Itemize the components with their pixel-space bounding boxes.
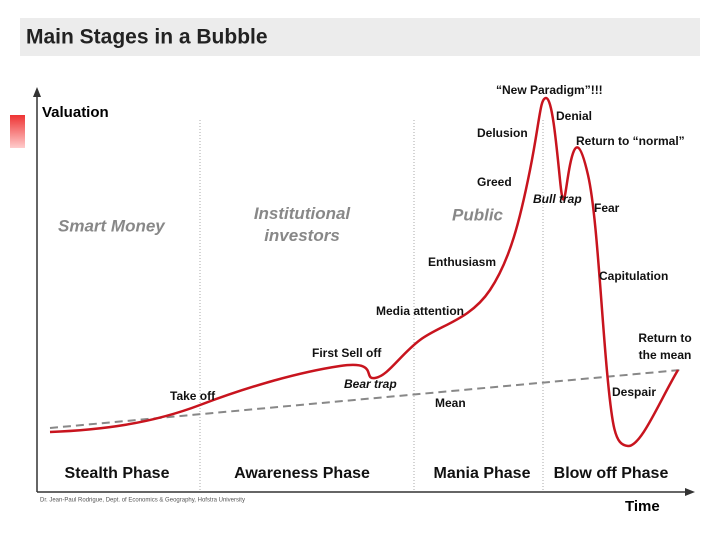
annotation: Fear: [594, 201, 620, 215]
region-label: Institutional investors: [254, 204, 352, 245]
annotation: Return to the mean: [638, 331, 692, 362]
x-label: Time: [625, 498, 660, 515]
bubble-curve: [49, 96, 680, 448]
annotation: Capitulation: [599, 269, 668, 283]
x-arrow: [685, 488, 695, 496]
accent: [10, 115, 25, 148]
y-label: Valuation: [42, 104, 109, 121]
annotation: “New Paradigm”!!!: [496, 83, 603, 97]
phase-label: Stealth Phase: [65, 465, 170, 482]
annotation: Media attention: [376, 304, 464, 318]
annotation: Bull trap: [533, 192, 582, 206]
y-arrow: [33, 87, 41, 97]
phase-label: Awareness Phase: [234, 465, 370, 482]
annotation: Despair: [612, 385, 656, 399]
annotation: First Sell off: [312, 346, 382, 360]
annotation: Enthusiasm: [428, 255, 496, 269]
title-bar: [20, 18, 700, 56]
title: Main Stages in a Bubble: [26, 26, 268, 49]
phase-label: Blow off Phase: [554, 465, 669, 482]
annotation: Greed: [477, 175, 512, 189]
credit: Dr. Jean-Paul Rodrigue, Dept. of Economi…: [40, 498, 245, 504]
annotation: Return to “normal”: [576, 134, 685, 148]
region-label: Public: [452, 205, 504, 224]
annotation: Delusion: [477, 126, 528, 140]
annotation: Take off: [170, 389, 216, 403]
annotation: Mean: [435, 396, 466, 410]
annotation-box: Return to the mean: [638, 331, 692, 362]
region-label: Smart Money: [58, 216, 166, 235]
annotation: Bear trap: [344, 377, 397, 391]
annotation: Denial: [556, 109, 592, 123]
phase-label: Mania Phase: [434, 465, 531, 482]
